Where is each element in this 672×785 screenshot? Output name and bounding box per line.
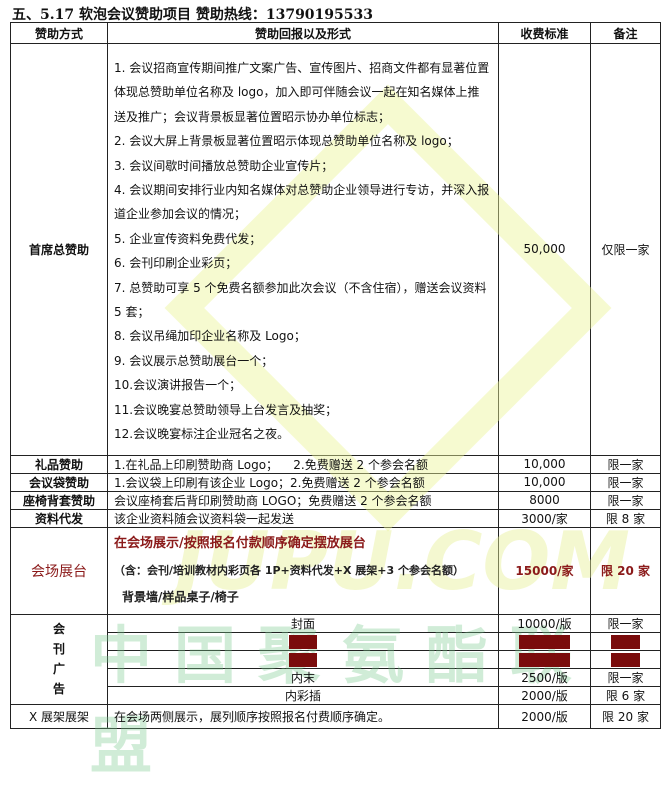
magazine-name: 会刊广告 [10, 613, 108, 705]
row-price: 3000/家 [498, 508, 591, 528]
row-price: 10,000 [498, 454, 591, 474]
booth-desc: 在会场展示/按照报名付款顺序确定摆放展台 （含：会刊/培训教材内彩页各 1P+资… [107, 526, 499, 615]
main-sponsor-name: 首席总赞助 [10, 43, 108, 456]
mag-price: 5000/版 [498, 631, 591, 651]
list-item: 12.会议晚宴标注企业冠名之夜。 [114, 427, 290, 442]
row-name: 资料代发 [10, 508, 108, 528]
row-note: 限一家 [590, 472, 661, 492]
list-item: 4. 会议期间安排行业内知名媒体对总赞助企业领导进行专访，并深入报道企业参加会议… [114, 183, 490, 222]
table-row-booth: 会场展台 在会场展示/按照报名付款顺序确定摆放展台 （含：会刊/培训教材内彩页各… [10, 526, 661, 615]
xstand-note: 限 20 家 [590, 703, 661, 729]
row-price: 8000 [498, 490, 591, 510]
row-desc: 1.会议袋上印刷有该企业 Logo；2.免费赠送 2 个参会名额 [107, 472, 499, 492]
list-item: 3. 会议间歇时间播放总赞助企业宣传片； [114, 158, 334, 173]
booked-price: 5000/版 [519, 634, 570, 649]
booked-note: 已订 [611, 652, 640, 667]
mag-label: 封底 [107, 631, 499, 651]
booth-price: 15000/家 [498, 526, 591, 615]
mag-label: 内彩插 [107, 685, 499, 705]
mag-note: 已订 [590, 631, 661, 651]
row-name: 会议袋赞助 [10, 472, 108, 492]
list-item: 1. 会议招商宣传期间推广文案广告、宣传图片、招商文件都有显著位置体现总赞助单位… [114, 61, 490, 124]
booth-line3: 背景墙/样品桌子/椅子 [122, 590, 239, 604]
main-sponsor-note: 仅限一家 [590, 43, 661, 456]
row-desc: 会议座椅套后背印刷赞助商 LOGO；免费赠送 2 个参会名额 [107, 490, 499, 510]
mag-note: 限一家 [590, 613, 661, 633]
row-name: 礼品赞助 [10, 454, 108, 474]
row-note: 限一家 [590, 490, 661, 510]
table-row: 资料代发 该企业资料随会议资料袋一起发送 3000/家 限 8 家 [10, 508, 661, 528]
row-name: 座椅背套赞助 [10, 490, 108, 510]
table-row: 座椅背套赞助 会议座椅套后背印刷赞助商 LOGO；免费赠送 2 个参会名额 80… [10, 490, 661, 510]
row-desc: 1.在礼品上印刷赞助商 Logo； 2.免费赠送 2 个参会名额 [107, 454, 499, 474]
table-row-xstand: X 展架展架 在会场两侧展示，展列顺序按照报名付费顺序确定。 2000/版 限 … [10, 703, 661, 729]
row-desc: 该企业资料随会议资料袋一起发送 [107, 508, 499, 528]
list-item: 2. 会议大屏上背景板显著位置昭示体现总赞助单位名称及 logo； [114, 134, 459, 149]
header-note: 备注 [590, 22, 661, 44]
row-note: 限 8 家 [590, 508, 661, 528]
list-item: 7. 总赞助可享 5 个免费名额参加此次会议（不含住宿），赠送会议资料 5 套； [114, 280, 487, 320]
mag-note: 限 6 家 [590, 685, 661, 705]
header-price: 收费标准 [498, 22, 591, 44]
magazine-row: 会刊广告 封面 10000/版 限一家 [10, 613, 661, 705]
booth-note: 限 20 家 [590, 526, 661, 615]
mag-label: 封面 [107, 613, 499, 633]
mag-label: 封二 [107, 649, 499, 669]
booked-price: 3000/版 [519, 652, 570, 667]
main-sponsor-price: 50,000 [498, 43, 591, 456]
xstand-desc: 在会场两侧展示，展列顺序按照报名付费顺序确定。 [107, 703, 499, 729]
header-method: 赞助方式 [10, 22, 108, 44]
sponsorship-table: 赞助方式 赞助回报以及形式 收费标准 备注 首席总赞助 1. 会议招商宣传期间推… [10, 22, 661, 729]
mag-price: 2000/版 [498, 685, 591, 705]
booth-name: 会场展台 [10, 526, 108, 615]
list-item: 9. 会议展示总赞助展台一个； [114, 353, 274, 368]
magazine-row: 内彩插 2000/版 限 6 家 [11, 685, 661, 705]
magazine-row: 封二 3000/版 已订 [11, 649, 661, 669]
row-note: 限一家 [590, 454, 661, 474]
mag-note: 已订 [590, 649, 661, 669]
mag-label: 内末 [107, 667, 499, 687]
magazine-row: 封底 5000/版 已订 [11, 631, 661, 651]
mag-note: 限一家 [590, 667, 661, 687]
mag-price: 2500/版 [498, 667, 591, 687]
main-sponsor-list: 1. 会议招商宣传期间推广文案广告、宣传图片、招商文件都有显著位置体现总赞助单位… [107, 43, 499, 456]
magazine-label: 会刊广告 [52, 622, 65, 696]
row-price: 10,000 [498, 472, 591, 492]
booth-line2: （含：会刊/培训教材内彩页各 1P+资料代发+X 展架+3 个参会名额） [114, 564, 465, 577]
header-returns: 赞助回报以及形式 [107, 22, 499, 44]
booked-label: 封底 [288, 634, 317, 649]
booked-label: 封二 [288, 652, 317, 667]
mag-price: 10000/版 [498, 613, 591, 633]
list-item: 5. 企业宣传资料免费代发； [114, 231, 262, 246]
header-row: 赞助方式 赞助回报以及形式 收费标准 备注 [10, 22, 661, 44]
booth-line1: 在会场展示/按照报名付款顺序确定摆放展台 [114, 536, 366, 551]
table-row: 会议袋赞助 1.会议袋上印刷有该企业 Logo；2.免费赠送 2 个参会名额 1… [10, 472, 661, 492]
list-item: 8. 会议吊绳加印企业名称及 Logo； [114, 329, 306, 344]
xstand-name: X 展架展架 [10, 703, 108, 729]
mag-price: 3000/版 [498, 649, 591, 669]
table-row: 礼品赞助 1.在礼品上印刷赞助商 Logo； 2.免费赠送 2 个参会名额 10… [10, 454, 661, 474]
page-title: 五、5.17 软泡会议赞助项目 赞助热线：13790195533 [12, 7, 373, 23]
booked-note: 已订 [611, 634, 640, 649]
table-row-main-sponsor: 首席总赞助 1. 会议招商宣传期间推广文案广告、宣传图片、招商文件都有显著位置体… [10, 43, 661, 456]
magazine-row: 内末 2500/版 限一家 [11, 667, 661, 687]
xstand-price: 2000/版 [498, 703, 591, 729]
list-item: 11.会议晚宴总赞助领导上台发言及抽奖； [114, 402, 338, 417]
list-item: 10.会议演讲报告一个； [114, 378, 242, 393]
list-item: 6. 会刊印刷企业彩页； [114, 256, 238, 271]
